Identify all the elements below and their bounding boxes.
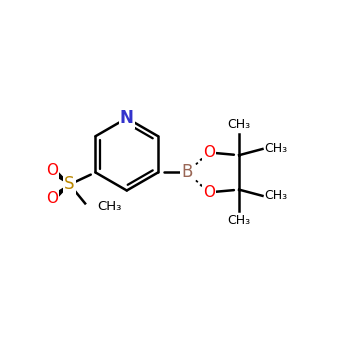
- Text: N: N: [120, 109, 134, 127]
- Text: CH₃: CH₃: [228, 214, 251, 227]
- Text: O: O: [203, 185, 215, 200]
- Text: B: B: [182, 163, 193, 181]
- Text: O: O: [203, 145, 215, 160]
- Text: O: O: [46, 191, 58, 206]
- Polygon shape: [50, 184, 70, 201]
- Text: CH₃: CH₃: [264, 189, 287, 202]
- Text: O: O: [46, 162, 58, 177]
- Text: CH₃: CH₃: [228, 118, 251, 131]
- Text: CH₃: CH₃: [97, 199, 121, 213]
- Text: S: S: [64, 175, 75, 194]
- Text: CH₃: CH₃: [264, 142, 287, 155]
- Polygon shape: [50, 168, 70, 184]
